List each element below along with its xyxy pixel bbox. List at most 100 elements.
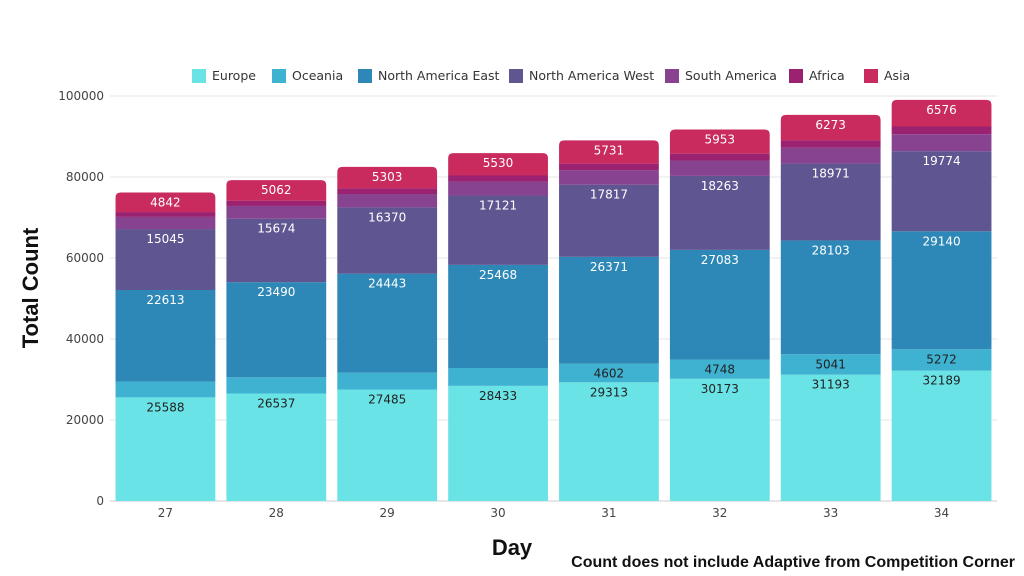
bar-segment-north-america-west [448,195,548,265]
data-label: 28433 [479,389,517,403]
x-tick-label: 30 [490,506,505,520]
data-labels: 25588 22613 15045 4842 26537 23490 15674 5062 27… [146,103,960,415]
bar-segment-north-america-east [337,273,438,373]
data-label: 23490 [257,285,295,299]
x-tick-label: 34 [934,506,949,520]
data-label: 6576 [926,103,957,117]
data-label: 29140 [922,234,960,248]
bar-segment-oceania [891,349,992,371]
bar-segment-north-america-east [448,264,548,369]
legend-swatch [272,69,286,83]
data-label: 5041 [815,357,846,371]
bar-segment-oceania [226,377,327,394]
x-tick-label: 33 [823,506,838,520]
data-label: 18263 [701,179,739,193]
legend-swatch [864,69,878,83]
x-tick-label: 27 [158,506,173,520]
data-label: 27083 [701,253,739,267]
y-tick-label: 60000 [66,251,104,265]
x-axis-title: Day [492,535,533,560]
legend-label: Europe [212,68,256,83]
bar-segment-south-america [337,194,438,208]
bar-segment-oceania [115,381,216,398]
data-label: 5062 [261,183,292,197]
bar-segment-north-america-west [780,163,881,241]
bar-segment-africa [226,200,327,206]
bar-segment-asia [669,129,770,154]
data-label: 27485 [368,393,406,407]
bar-segment-north-america-west [337,207,438,274]
bars [115,99,992,501]
data-label: 6273 [815,118,846,132]
data-label: 26371 [590,260,628,274]
bar-segment-asia [780,114,881,141]
bar-segment-north-america-west [226,218,327,283]
legend-swatch [358,69,372,83]
data-label: 5303 [372,170,403,184]
bar-segment-north-america-west [559,184,659,257]
bar-segment-asia [226,180,327,201]
data-label: 25468 [479,268,517,282]
legend-label: South America [685,68,777,83]
bar-segment-north-america-east [891,231,992,350]
y-axis-ticks: 0 20000 40000 60000 80000 100000 [58,89,104,508]
bar-segment-north-america-west [891,151,992,232]
bar-segment-africa [115,212,216,217]
data-label: 30173 [701,382,739,396]
data-label: 5953 [705,133,736,147]
y-tick-label: 80000 [66,170,104,184]
bar-segment-south-america [891,134,992,152]
x-axis-ticks: 27 28 29 30 31 32 33 34 [158,506,949,520]
data-label: 15674 [257,222,295,236]
y-tick-label: 20000 [66,413,104,427]
data-label: 5731 [594,143,625,157]
bar-segment-south-america [448,181,548,196]
bar-segment-africa [448,175,548,182]
y-tick-label: 100000 [58,89,104,103]
bar-segment-africa [780,140,881,148]
data-label: 22613 [146,293,184,307]
bar-segment-europe [669,378,770,501]
bar-segment-north-america-east [559,256,659,364]
bar-segment-europe [226,393,327,501]
bar-segment-asia [559,140,659,164]
bar-segment-north-america-east [115,289,216,382]
footnote: Count does not include Adaptive from Com… [571,554,1015,571]
bar-segment-north-america-east [780,240,881,355]
legend-swatch [509,69,523,83]
bar-segment-south-america [780,147,881,164]
bar-segment-south-america [669,160,770,176]
bar-segment-north-america-west [669,175,770,250]
bar-segment-oceania [559,363,659,383]
data-label: 17121 [479,199,517,213]
bar-segment-asia [891,99,992,127]
bar-segment-asia [115,192,216,213]
data-label: 16370 [368,210,406,224]
bar-segment-africa [891,126,992,135]
legend-label: North America East [378,68,500,83]
legend-swatch [192,69,206,83]
bar-segment-europe [115,397,216,501]
data-label: 24443 [368,277,406,291]
bar-segment-oceania [337,372,438,390]
bar-segment-asia [337,166,438,189]
x-tick-label: 32 [712,506,727,520]
data-label: 5530 [483,156,514,170]
bar-segment-europe [337,389,438,501]
bar-segment-europe [448,385,548,501]
data-label: 4748 [705,363,736,377]
bar-segment-europe [559,382,659,501]
y-tick-label: 0 [96,494,104,508]
legend: Europe Oceania North America East North Ame… [192,68,910,83]
data-label: 15045 [146,232,184,246]
data-label: 19774 [922,154,960,168]
bar-segment-africa [337,188,438,195]
data-label: 29313 [590,385,628,399]
data-label: 26537 [257,397,295,411]
legend-swatch [665,69,679,83]
bar-segment-oceania [448,368,548,386]
bar-segment-south-america [115,216,216,230]
data-label: 4602 [594,367,625,381]
legend-label: Asia [884,68,910,83]
bar-segment-africa [669,153,770,161]
